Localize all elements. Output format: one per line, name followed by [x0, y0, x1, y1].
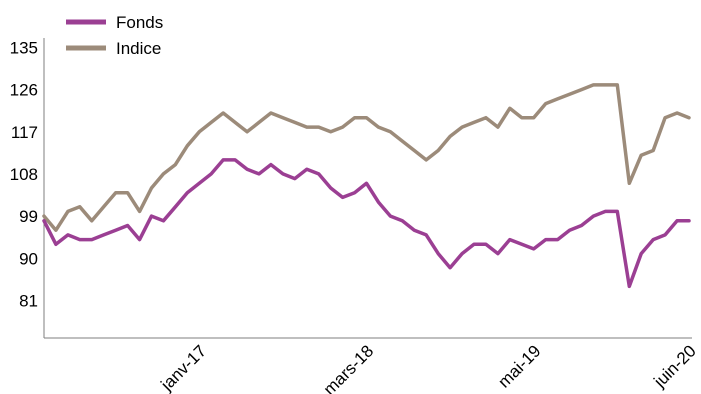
y-tick-labels: 81 90 99 108 117 126 135 [10, 38, 38, 310]
y-tick-label: 126 [10, 81, 38, 100]
series-line-indice [42, 83, 691, 232]
legend-label-indice: Indice [116, 39, 161, 58]
x-tick-label: janv-17 [157, 341, 211, 394]
series-line-fonds [42, 158, 691, 289]
y-tick-label: 99 [19, 207, 38, 226]
x-tick-label: juin-20 [650, 341, 700, 391]
y-tick-label: 117 [11, 123, 38, 142]
y-tick-label: 90 [19, 249, 38, 268]
y-tick-label: 108 [10, 165, 38, 184]
legend-label-fonds: Fonds [116, 13, 163, 32]
y-tick-label: 81 [19, 292, 38, 311]
y-tick-label: 135 [10, 38, 38, 57]
x-tick-label: mars-18 [320, 341, 378, 394]
x-tick-label: mai-19 [494, 341, 544, 391]
legend: Fonds Indice [66, 13, 163, 58]
series-lines [42, 83, 691, 289]
axes [43, 38, 692, 339]
x-tick-labels: janv-17 mars-18 mai-19 juin-20 [157, 341, 700, 394]
